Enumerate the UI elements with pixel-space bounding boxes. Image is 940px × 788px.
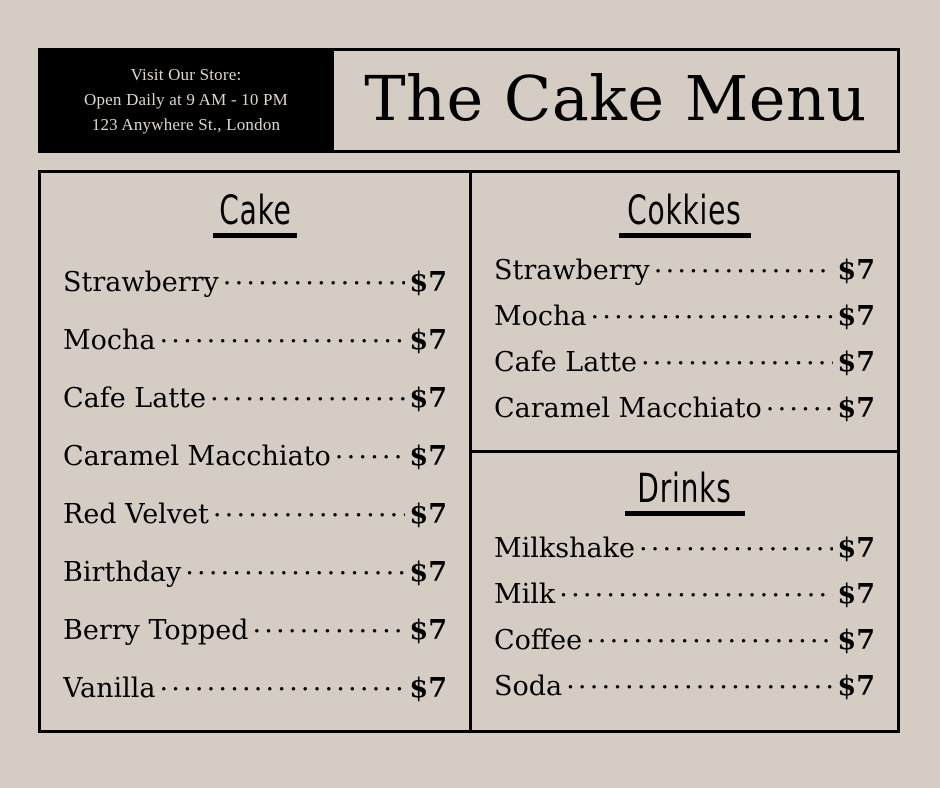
menu-row: Birthday $7 xyxy=(63,554,447,612)
menu-item-name: Cafe Latte xyxy=(63,383,207,414)
menu-item-name: Milk xyxy=(494,579,556,610)
dot-leader xyxy=(641,344,833,371)
menu-item-name: Soda xyxy=(494,671,563,702)
store-info-box: Visit Our Store: Open Daily at 9 AM - 10… xyxy=(38,48,334,153)
menu-item-name: Mocha xyxy=(494,301,587,332)
menu-item-name: Birthday xyxy=(63,557,182,588)
dot-leader xyxy=(252,612,405,639)
menu-item-price: $7 xyxy=(837,579,875,610)
menu-row: Red Velvet $7 xyxy=(63,496,447,554)
menu-row: Caramel Macchiato $7 xyxy=(494,390,875,436)
menu-right-column: Cokkies Strawberry $7 Mocha $7 xyxy=(472,173,897,730)
section-header-cake: Cake xyxy=(63,189,447,238)
menu-item-price: $7 xyxy=(409,557,447,588)
menu-section-drinks: Drinks Milkshake $7 Milk $7 xyxy=(472,453,897,730)
menu-item-list-drinks: Milkshake $7 Milk $7 Coffee $7 xyxy=(494,530,875,714)
menu-item-name: Cafe Latte xyxy=(494,347,638,378)
menu-item-price: $7 xyxy=(837,393,875,424)
menu-item-price: $7 xyxy=(409,499,447,530)
menu-item-price: $7 xyxy=(409,267,447,298)
menu-item-name: Caramel Macchiato xyxy=(494,393,762,424)
dot-leader xyxy=(586,622,833,649)
menu-section-cake: Cake Strawberry $7 Mocha $7 Cafe Latte xyxy=(41,173,472,730)
dot-leader xyxy=(223,264,406,291)
menu-item-price: $7 xyxy=(837,533,875,564)
section-title-cake: Cake xyxy=(218,188,292,234)
dot-leader xyxy=(566,668,833,695)
menu-item-list-cookies: Strawberry $7 Mocha $7 Cafe Latte $7 xyxy=(494,252,875,436)
menu-item-name: Vanilla xyxy=(63,673,156,704)
menu-row: Strawberry $7 xyxy=(63,264,447,322)
dot-leader xyxy=(210,380,405,407)
menu-row: Soda $7 xyxy=(494,668,875,714)
section-title-drinks: Drinks xyxy=(637,466,732,512)
dot-leader xyxy=(591,298,834,325)
menu-row: Coffee $7 xyxy=(494,622,875,668)
dot-leader xyxy=(654,252,834,279)
store-info-line-2: Open Daily at 9 AM - 10 PM xyxy=(84,90,288,109)
menu-item-price: $7 xyxy=(409,325,447,356)
dot-leader xyxy=(213,496,406,523)
section-underline-drinks xyxy=(624,511,745,516)
menu-row: Cafe Latte $7 xyxy=(63,380,447,438)
section-header-cookies: Cokkies xyxy=(494,189,875,238)
menu-row: Vanilla $7 xyxy=(63,670,447,728)
menu-row: Mocha $7 xyxy=(494,298,875,344)
menu-item-price: $7 xyxy=(837,625,875,656)
menu-row: Milkshake $7 xyxy=(494,530,875,576)
section-title-cookies: Cokkies xyxy=(627,188,742,234)
dot-leader xyxy=(185,554,405,581)
menu-item-name: Strawberry xyxy=(494,255,650,286)
menu-item-price: $7 xyxy=(837,347,875,378)
menu-row: Mocha $7 xyxy=(63,322,447,380)
menu-item-price: $7 xyxy=(837,301,875,332)
title-box: The Cake Menu xyxy=(334,48,900,153)
menu-item-price: $7 xyxy=(409,615,447,646)
dot-leader xyxy=(335,438,406,465)
menu-item-name: Red Velvet xyxy=(63,499,209,530)
dot-leader xyxy=(639,530,833,557)
menu-section-cookies: Cokkies Strawberry $7 Mocha $7 xyxy=(472,173,897,453)
menu-row: Strawberry $7 xyxy=(494,252,875,298)
menu-frame: Cake Strawberry $7 Mocha $7 Cafe Latte xyxy=(38,170,900,733)
dot-leader xyxy=(160,322,406,349)
menu-item-list-cake: Strawberry $7 Mocha $7 Cafe Latte $7 Car… xyxy=(63,264,447,728)
menu-item-name: Milkshake xyxy=(494,533,635,564)
menu-item-name: Strawberry xyxy=(63,267,219,298)
menu-item-price: $7 xyxy=(409,673,447,704)
poster-header: Visit Our Store: Open Daily at 9 AM - 10… xyxy=(38,48,900,153)
menu-row: Milk $7 xyxy=(494,576,875,622)
menu-item-name: Caramel Macchiato xyxy=(63,441,331,472)
dot-leader xyxy=(766,390,834,417)
menu-row: Caramel Macchiato $7 xyxy=(63,438,447,496)
menu-item-name: Mocha xyxy=(63,325,156,356)
store-info-line-3: 123 Anywhere St., London xyxy=(91,115,281,134)
menu-item-name: Coffee xyxy=(494,625,583,656)
section-header-drinks: Drinks xyxy=(494,467,875,516)
menu-item-price: $7 xyxy=(409,383,447,414)
store-info-line-1: Visit Our Store: xyxy=(130,65,242,84)
menu-row: Cafe Latte $7 xyxy=(494,344,875,390)
section-underline-cookies xyxy=(618,233,751,238)
menu-item-price: $7 xyxy=(837,255,875,286)
section-underline-cake xyxy=(213,233,297,238)
menu-item-price: $7 xyxy=(837,671,875,702)
dot-leader xyxy=(160,670,406,697)
menu-item-name: Berry Topped xyxy=(63,615,249,646)
page-title: The Cake Menu xyxy=(364,61,867,135)
dot-leader xyxy=(559,576,833,603)
menu-row: Berry Topped $7 xyxy=(63,612,447,670)
menu-item-price: $7 xyxy=(409,441,447,472)
